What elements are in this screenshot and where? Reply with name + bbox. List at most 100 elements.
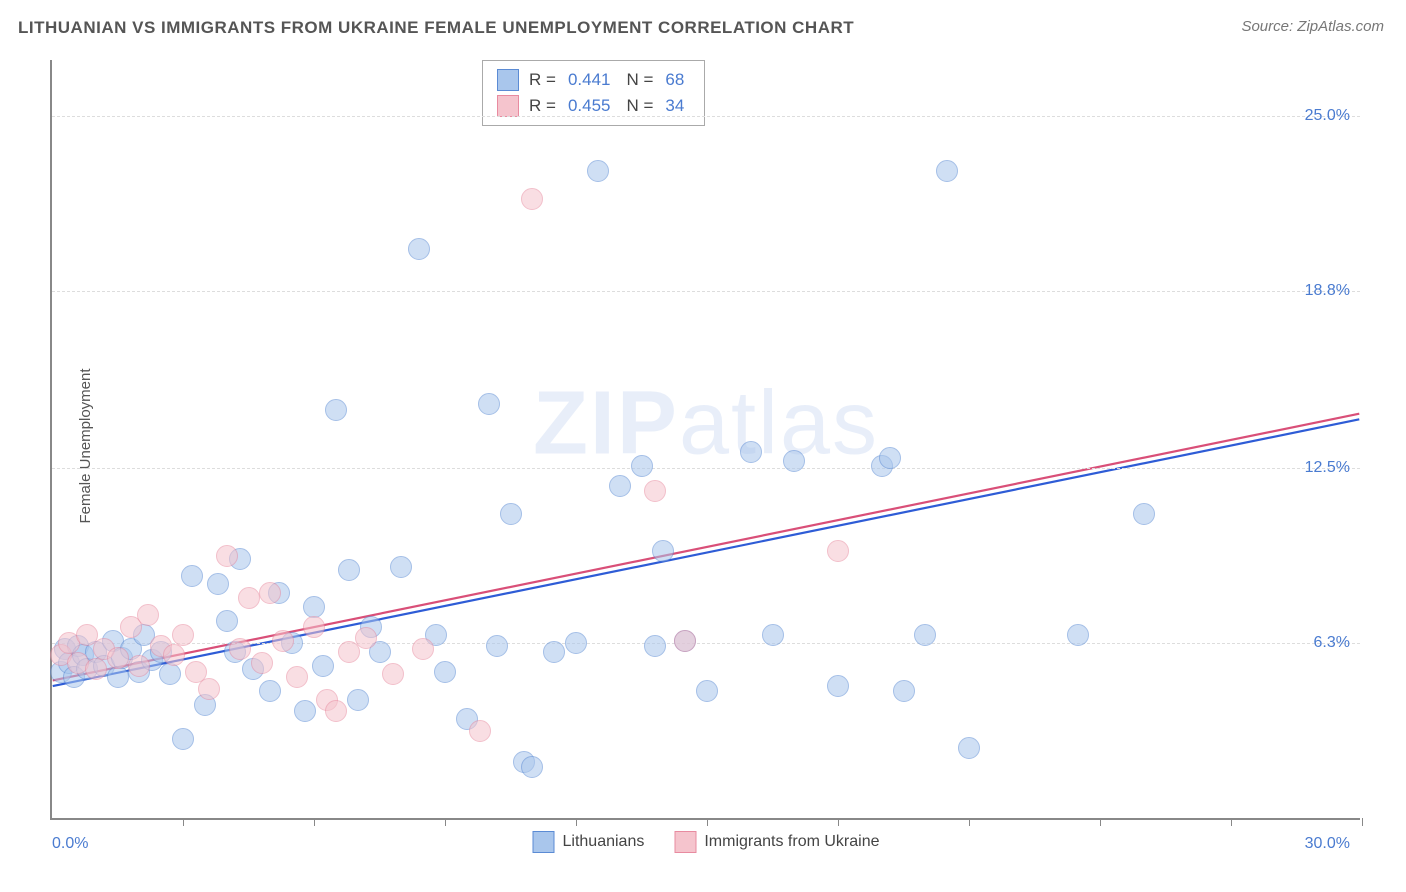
source-attribution: Source: ZipAtlas.com — [1241, 18, 1384, 35]
chart-title: LITHUANIAN VS IMMIGRANTS FROM UKRAINE FE… — [18, 18, 854, 38]
x-tick — [314, 818, 315, 826]
data-point — [408, 238, 430, 260]
data-point — [783, 450, 805, 472]
legend-swatch-icon — [533, 831, 555, 853]
n-value: 34 — [665, 96, 684, 116]
n-label: N = — [626, 96, 653, 116]
data-point — [469, 720, 491, 742]
data-point — [879, 447, 901, 469]
data-point — [347, 689, 369, 711]
data-point — [107, 647, 129, 669]
gridline — [52, 291, 1360, 292]
data-point — [434, 661, 456, 683]
plot-area: ZIPatlas R =0.441N =68R =0.455N =34 Lith… — [50, 60, 1360, 820]
data-point — [325, 700, 347, 722]
n-label: N = — [626, 70, 653, 90]
y-tick-label: 12.5% — [1305, 459, 1350, 477]
data-point — [644, 480, 666, 502]
r-label: R = — [529, 70, 556, 90]
x-tick — [183, 818, 184, 826]
data-point — [587, 160, 609, 182]
legend-label: Immigrants from Ukraine — [704, 833, 879, 851]
y-tick-label: 25.0% — [1305, 107, 1350, 125]
data-point — [128, 655, 150, 677]
watermark: ZIPatlas — [533, 372, 879, 475]
stats-row: R = 0.455 N = 34 — [497, 93, 690, 119]
data-point — [893, 680, 915, 702]
data-point — [216, 610, 238, 632]
data-point — [936, 160, 958, 182]
r-value: 0.455 — [568, 96, 611, 116]
data-point — [1067, 624, 1089, 646]
x-tick — [1362, 818, 1363, 826]
data-point — [382, 663, 404, 685]
x-tick — [969, 818, 970, 826]
data-point — [914, 624, 936, 646]
data-point — [207, 573, 229, 595]
data-point — [238, 587, 260, 609]
x-max-label: 30.0% — [1305, 835, 1350, 853]
data-point — [85, 658, 107, 680]
data-point — [107, 666, 129, 688]
data-point — [696, 680, 718, 702]
y-tick-label: 18.8% — [1305, 282, 1350, 300]
data-point — [229, 638, 251, 660]
data-point — [303, 596, 325, 618]
data-point — [652, 540, 674, 562]
legend-label: Lithuanians — [563, 833, 645, 851]
data-point — [644, 635, 666, 657]
legend-item: Lithuanians — [533, 831, 645, 853]
x-tick — [1231, 818, 1232, 826]
gridline — [52, 116, 1360, 117]
data-point — [958, 737, 980, 759]
y-tick-label: 6.3% — [1314, 634, 1350, 652]
data-point — [259, 582, 281, 604]
data-point — [486, 635, 508, 657]
legend-swatch-icon — [497, 69, 519, 91]
data-point — [216, 545, 238, 567]
data-point — [172, 728, 194, 750]
data-point — [172, 624, 194, 646]
legend-swatch-icon — [497, 95, 519, 117]
x-tick — [1100, 818, 1101, 826]
data-point — [1133, 503, 1155, 525]
data-point — [338, 559, 360, 581]
x-tick — [576, 818, 577, 826]
data-point — [272, 630, 294, 652]
data-point — [500, 503, 522, 525]
data-point — [198, 678, 220, 700]
data-point — [631, 455, 653, 477]
x-min-label: 0.0% — [52, 835, 88, 853]
data-point — [137, 604, 159, 626]
data-point — [609, 475, 631, 497]
data-point — [325, 399, 347, 421]
gridline — [52, 468, 1360, 469]
data-point — [827, 675, 849, 697]
data-point — [565, 632, 587, 654]
bottom-legend: Lithuanians Immigrants from Ukraine — [533, 831, 880, 853]
data-point — [412, 638, 434, 660]
data-point — [294, 700, 316, 722]
r-label: R = — [529, 96, 556, 116]
trend-line — [53, 414, 1360, 681]
n-value: 68 — [665, 70, 684, 90]
x-tick — [838, 818, 839, 826]
data-point — [163, 644, 185, 666]
data-point — [740, 441, 762, 463]
data-point — [312, 655, 334, 677]
data-point — [286, 666, 308, 688]
stats-row: R =0.441N =68 — [497, 67, 690, 93]
data-point — [259, 680, 281, 702]
data-point — [303, 616, 325, 638]
data-point — [251, 652, 273, 674]
x-tick — [707, 818, 708, 826]
data-point — [521, 756, 543, 778]
data-point — [521, 188, 543, 210]
trend-lines-layer — [52, 60, 1360, 818]
data-point — [478, 393, 500, 415]
legend-item: Immigrants from Ukraine — [674, 831, 879, 853]
data-point — [159, 663, 181, 685]
data-point — [181, 565, 203, 587]
data-point — [827, 540, 849, 562]
legend-swatch-icon — [674, 831, 696, 853]
